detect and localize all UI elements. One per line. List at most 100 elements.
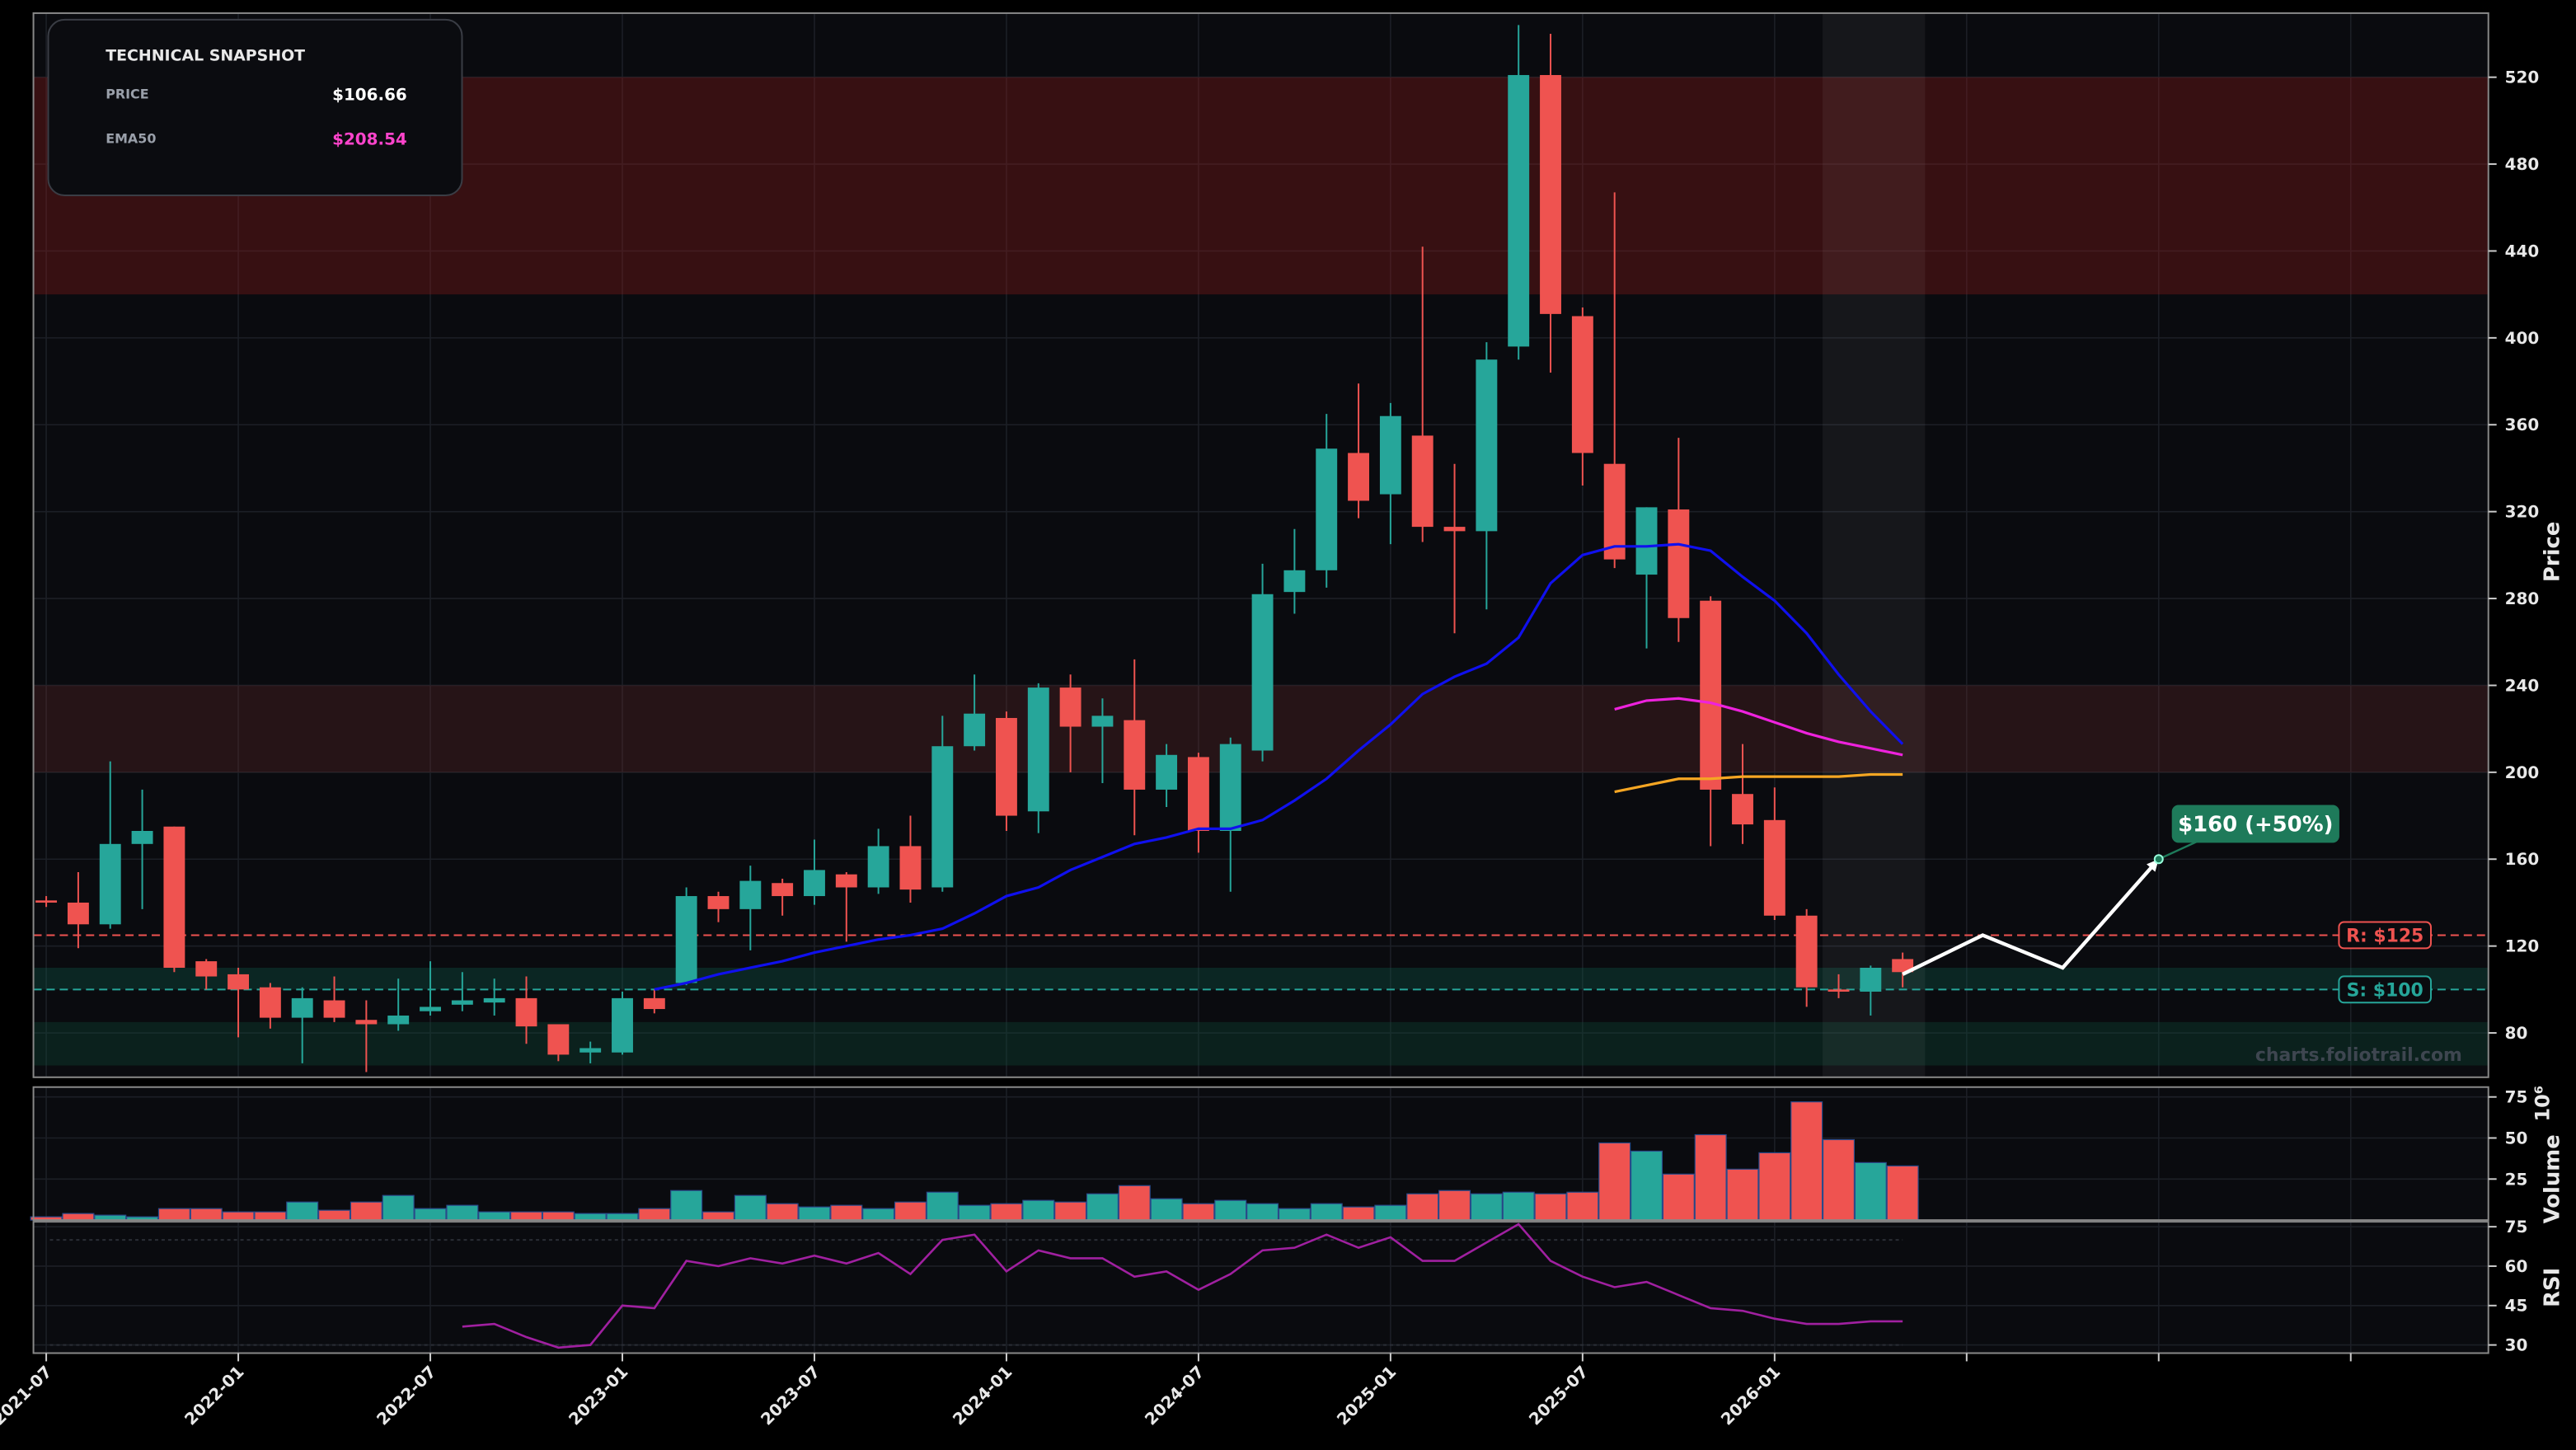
volume-panel bbox=[33, 1086, 2489, 1221]
volume-bar bbox=[1182, 1203, 1215, 1221]
volume-bar bbox=[1246, 1203, 1279, 1221]
rsi-frame bbox=[32, 1221, 2489, 1354]
indicator-line bbox=[1614, 697, 1903, 757]
y-tick-label: 280 bbox=[2505, 589, 2540, 608]
watermark: charts.foliotrail.com bbox=[2255, 1045, 2462, 1066]
target-point bbox=[2153, 854, 2164, 865]
y-axis-scale: 10⁶ bbox=[2531, 1086, 2554, 1122]
candle-body bbox=[259, 987, 281, 1018]
volume-bar bbox=[286, 1201, 319, 1221]
candle-body bbox=[1635, 507, 1658, 575]
level-label: S: $100 bbox=[2347, 980, 2424, 1001]
volume-bar bbox=[1214, 1199, 1247, 1221]
volume-bar bbox=[62, 1213, 95, 1221]
candle-body bbox=[1571, 316, 1593, 453]
candle-body bbox=[1476, 359, 1498, 532]
candle-body bbox=[1668, 509, 1690, 618]
volume-bar bbox=[1342, 1206, 1375, 1221]
snapshot-value: $106.66 bbox=[332, 86, 407, 105]
volume-bar bbox=[1598, 1142, 1631, 1221]
candle-body bbox=[1348, 453, 1370, 501]
candle-body bbox=[1219, 744, 1241, 831]
y-tick-label: 75 bbox=[2505, 1218, 2528, 1236]
volume-bar bbox=[606, 1213, 639, 1221]
candle-body bbox=[67, 902, 89, 925]
y-tick-label: 400 bbox=[2505, 329, 2540, 348]
candle-body bbox=[643, 997, 665, 1010]
volume-bar bbox=[478, 1211, 511, 1221]
zone bbox=[33, 1021, 2489, 1066]
volume-bar bbox=[1150, 1198, 1183, 1221]
volume-bar bbox=[830, 1204, 863, 1221]
volume-bar bbox=[990, 1203, 1023, 1221]
volume-bar bbox=[1278, 1208, 1311, 1221]
volume-frame bbox=[32, 1086, 2489, 1222]
volume-bar bbox=[318, 1209, 351, 1221]
volume-bar bbox=[734, 1194, 767, 1221]
volume-bar bbox=[1438, 1190, 1471, 1221]
candle-body bbox=[1700, 600, 1722, 790]
volume-bar bbox=[1502, 1191, 1535, 1221]
y-tick-label: 520 bbox=[2505, 68, 2540, 87]
candle-body bbox=[1091, 716, 1114, 727]
y-axis-title: Volume bbox=[2540, 1134, 2564, 1223]
y-tick-label: 160 bbox=[2505, 850, 2540, 869]
candle-body bbox=[995, 717, 1017, 816]
candle-body bbox=[1059, 687, 1082, 727]
candle-body bbox=[1156, 754, 1178, 790]
candle-body bbox=[1828, 989, 1850, 992]
candle-body bbox=[1508, 75, 1530, 347]
volume-bar bbox=[382, 1194, 415, 1221]
candle-body bbox=[195, 961, 218, 977]
candle-body bbox=[99, 843, 121, 925]
y-axis-title: Price bbox=[2540, 522, 2564, 582]
volume-bar bbox=[1534, 1193, 1567, 1221]
annotation-box bbox=[2171, 805, 2339, 843]
snapshot-card bbox=[47, 18, 463, 197]
y-tick-label: 320 bbox=[2505, 503, 2540, 522]
candle-body bbox=[420, 1007, 441, 1011]
volume-bar bbox=[574, 1213, 607, 1221]
volume-bar bbox=[1406, 1193, 1439, 1221]
y-axis-title: RSI bbox=[2540, 1268, 2564, 1307]
snapshot: TECHNICAL SNAPSHOT PRICE $106.66 EMA50 $… bbox=[47, 18, 463, 197]
volume-bar bbox=[1630, 1150, 1663, 1221]
candle-body bbox=[867, 846, 889, 888]
candle-body bbox=[612, 997, 633, 1053]
snapshot-title: TECHNICAL SNAPSHOT bbox=[106, 47, 305, 65]
level-label-box bbox=[2338, 921, 2432, 950]
candle-body bbox=[323, 1000, 345, 1018]
level-label-box bbox=[2338, 975, 2432, 1004]
volume-bar bbox=[798, 1206, 831, 1221]
candle-body bbox=[1860, 967, 1882, 992]
candle-body bbox=[515, 997, 537, 1027]
volume-bar bbox=[414, 1208, 447, 1221]
snapshot-label: EMA50 bbox=[106, 130, 156, 146]
volume-bar bbox=[1086, 1193, 1119, 1221]
volume-bar bbox=[1790, 1101, 1823, 1221]
candle-body bbox=[579, 1048, 602, 1053]
candle-body bbox=[964, 713, 986, 747]
volume-bar bbox=[1310, 1203, 1343, 1221]
y-tick-label: 60 bbox=[2505, 1257, 2528, 1276]
volume-bar bbox=[350, 1201, 382, 1221]
y-tick-label: 360 bbox=[2505, 415, 2540, 434]
candle-body bbox=[931, 746, 954, 888]
candle-body bbox=[1379, 415, 1401, 495]
time-band bbox=[1823, 12, 1926, 1077]
candle-body bbox=[1316, 448, 1338, 570]
candle-body bbox=[739, 880, 762, 909]
candle-body bbox=[35, 900, 58, 903]
candle-body bbox=[1763, 819, 1785, 916]
volume-bar bbox=[1694, 1133, 1727, 1221]
y-tick-label: 80 bbox=[2505, 1024, 2528, 1043]
volume-bar bbox=[1726, 1168, 1759, 1221]
y-tick-label: 45 bbox=[2505, 1297, 2528, 1316]
y-tick-label: 75 bbox=[2505, 1088, 2528, 1107]
level-label: R: $125 bbox=[2346, 926, 2424, 946]
volume-bar bbox=[446, 1204, 479, 1221]
volume-bar bbox=[1758, 1152, 1791, 1221]
y-tick-label: 200 bbox=[2505, 763, 2540, 782]
rsi-line bbox=[462, 1222, 1903, 1349]
y-tick-label: 240 bbox=[2505, 676, 2540, 695]
